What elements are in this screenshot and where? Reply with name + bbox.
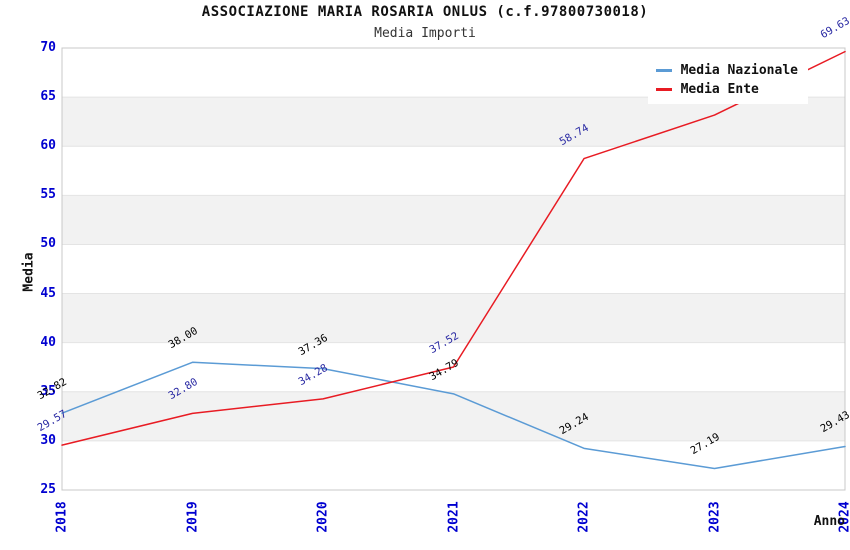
x-tick-label: 2022: [576, 501, 592, 533]
legend-label: Media Ente: [680, 82, 759, 97]
y-tick-label: 55: [40, 187, 56, 203]
x-tick-label: 2023: [707, 501, 722, 533]
x-tick-label: 2020: [315, 501, 331, 533]
chart-legend: Media Nazionale Media Ente: [647, 56, 808, 104]
y-tick-label: 50: [40, 236, 56, 252]
y-tick-label: 45: [40, 285, 56, 301]
y-tick-label: 60: [40, 138, 56, 154]
y-axis-title: Media: [21, 252, 37, 292]
media-ente-line-swatch-icon: [655, 88, 672, 91]
legend-item-media-nazionale[interactable]: Media Nazionale: [655, 61, 798, 80]
y-tick-label: 30: [40, 432, 56, 448]
y-tick-label: 35: [40, 383, 56, 399]
y-tick-label: 40: [40, 334, 56, 350]
legend-label: Media Nazionale: [680, 63, 798, 78]
legend-item-media-ente[interactable]: Media Ente: [655, 80, 798, 99]
chart-title: ASSOCIAZIONE MARIA ROSARIA ONLUS (c.f.97…: [201, 4, 649, 20]
y-tick-label: 70: [40, 40, 56, 55]
media-nazionale-line-swatch-icon: [655, 69, 672, 72]
y-tick-label: 65: [40, 89, 56, 105]
x-tick-label: 2019: [185, 501, 200, 533]
x-tick-label: 2018: [54, 501, 70, 533]
x-axis-title: Anno: [813, 514, 845, 529]
y-tick-label: 25: [40, 482, 56, 497]
x-tick-label: 2021: [446, 501, 461, 533]
chart-subtitle: Media Importi: [374, 26, 476, 41]
